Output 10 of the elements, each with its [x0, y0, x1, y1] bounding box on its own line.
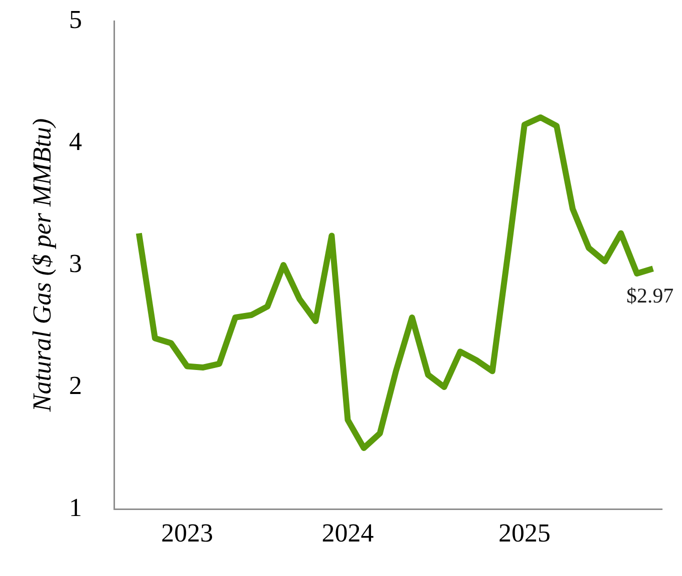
x-tick-label: 2024	[322, 518, 374, 548]
y-tick-label: 2	[69, 370, 82, 400]
x-tick-label: 2025	[498, 518, 550, 548]
y-tick-label: 4	[69, 126, 82, 156]
y-tick-label: 1	[69, 492, 82, 522]
y-tick-label: 3	[69, 248, 82, 278]
data-label: $2.97	[626, 284, 674, 308]
y-tick-label: 5	[69, 4, 82, 34]
y-axis-title: Natural Gas ($ per MMBtu)	[27, 118, 56, 413]
x-tick-label: 2023	[161, 518, 214, 548]
